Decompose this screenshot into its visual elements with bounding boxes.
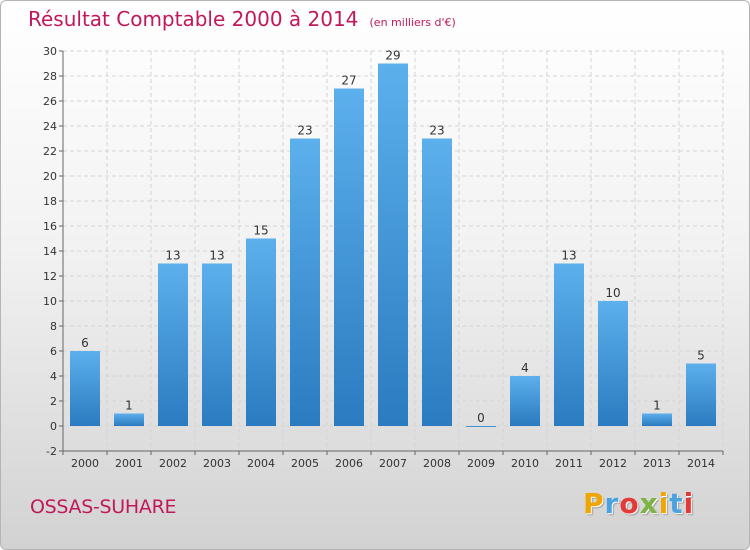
logo-letter: i <box>658 487 670 520</box>
x-tick-label-2006: 2006 <box>335 457 363 470</box>
y-tick-label: 10 <box>43 295 57 308</box>
y-tick-label: 14 <box>43 245 57 258</box>
bar-2006 <box>334 88 364 426</box>
chart-unit-note: (en milliers d'€) <box>369 16 456 29</box>
data-label-2006: 27 <box>341 74 356 88</box>
y-tick-label: 0 <box>50 420 57 433</box>
logo-letter: o <box>619 487 640 520</box>
bar-2005 <box>290 138 320 426</box>
data-label-2009: 0 <box>477 411 485 425</box>
y-tick-label: 12 <box>43 270 57 283</box>
bar-2013 <box>642 413 672 426</box>
data-label-2010: 4 <box>521 361 529 375</box>
y-tick-label: 8 <box>50 320 57 333</box>
data-label-2011: 13 <box>561 249 576 263</box>
data-label-2012: 10 <box>605 286 620 300</box>
x-tick-label-2001: 2001 <box>115 457 143 470</box>
bar-2014 <box>686 363 716 426</box>
logo-letter: P <box>583 487 605 520</box>
data-label-2008: 23 <box>429 124 444 138</box>
bar-2004 <box>246 238 276 426</box>
x-tick-label-2002: 2002 <box>159 457 187 470</box>
y-tick-label: 4 <box>50 370 57 383</box>
chart-title-text: Résultat Comptable 2000 à 2014 <box>28 7 359 31</box>
chart-title: Résultat Comptable 2000 à 2014 (en milli… <box>28 7 456 31</box>
y-tick-label: 20 <box>43 170 57 183</box>
bar-2010 <box>510 376 540 426</box>
x-tick-label-2011: 2011 <box>555 457 583 470</box>
bar-2007 <box>378 63 408 426</box>
bar-2001 <box>114 413 144 426</box>
x-tick-label-2014: 2014 <box>687 457 715 470</box>
data-label-2000: 6 <box>81 336 89 350</box>
x-tick-label-2010: 2010 <box>511 457 539 470</box>
bar-2002 <box>158 263 188 426</box>
bar-2012 <box>598 301 628 426</box>
bar-2000 <box>70 351 100 426</box>
data-label-2003: 13 <box>209 249 224 263</box>
data-label-2004: 15 <box>253 224 268 238</box>
y-tick-label: 26 <box>43 95 57 108</box>
x-tick-label-2003: 2003 <box>203 457 231 470</box>
data-label-2014: 5 <box>697 349 705 363</box>
x-tick-label-2005: 2005 <box>291 457 319 470</box>
x-tick-label-2008: 2008 <box>423 457 451 470</box>
logo-letter: i <box>683 487 695 520</box>
y-tick-label: 6 <box>50 345 57 358</box>
y-tick-label: 24 <box>43 120 57 133</box>
y-tick-label: 28 <box>43 70 57 83</box>
data-label-2005: 23 <box>297 124 312 138</box>
logo-letter: x <box>639 487 659 520</box>
x-tick-label-2004: 2004 <box>247 457 275 470</box>
y-tick-label: 30 <box>43 45 57 58</box>
y-tick-label: 2 <box>50 395 57 408</box>
data-label-2002: 13 <box>165 249 180 263</box>
data-label-2007: 29 <box>385 49 400 63</box>
x-tick-label-2009: 2009 <box>467 457 495 470</box>
x-tick-label-2000: 2000 <box>71 457 99 470</box>
y-tick-label: -2 <box>46 445 57 458</box>
bar-2008 <box>422 138 452 426</box>
commune-name: OSSAS-SUHARE <box>30 496 177 518</box>
x-tick-label-2007: 2007 <box>379 457 407 470</box>
data-label-2013: 1 <box>653 399 661 413</box>
bar-2011 <box>554 263 584 426</box>
y-tick-label: 22 <box>43 145 57 158</box>
proxiti-logo: Proxiti <box>583 487 694 520</box>
bar-2009 <box>466 426 496 427</box>
y-tick-label: 18 <box>43 195 57 208</box>
y-tick-label: 16 <box>43 220 57 233</box>
logo-letter: r <box>604 487 620 520</box>
data-label-2001: 1 <box>125 399 133 413</box>
bar-2003 <box>202 263 232 426</box>
x-tick-label-2012: 2012 <box>599 457 627 470</box>
logo-letter: t <box>669 487 684 520</box>
x-tick-label-2013: 2013 <box>643 457 671 470</box>
